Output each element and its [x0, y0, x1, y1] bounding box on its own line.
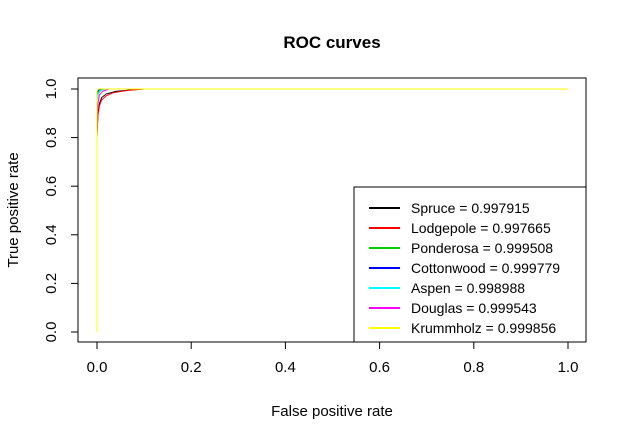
- y-tick-label-3: 0.6: [43, 176, 60, 197]
- legend-label-0: Spruce = 0.997915: [411, 200, 530, 216]
- legend-label-6: Krummholz = 0.999856: [411, 320, 556, 336]
- x-axis: 0.0 0.2 0.4 0.6 0.8 1.0: [87, 341, 579, 376]
- x-tick-label-5: 1.0: [558, 359, 579, 376]
- y-tick-label-4: 0.8: [43, 127, 60, 148]
- x-tick-label-3: 0.6: [369, 359, 390, 376]
- chart-title: ROC curves: [283, 33, 380, 52]
- legend: Spruce = 0.997915 Lodgepole = 0.997665 Pon…: [353, 186, 587, 343]
- y-axis-label: True positive rate: [5, 152, 22, 267]
- legend-label-2: Ponderosa = 0.999508: [411, 240, 553, 256]
- y-tick-label-5: 1.0: [43, 79, 60, 100]
- x-tick-label-1: 0.2: [181, 359, 202, 376]
- x-tick-label-4: 0.8: [463, 359, 484, 376]
- legend-label-1: Lodgepole = 0.997665: [411, 220, 551, 236]
- legend-label-5: Douglas = 0.999543: [411, 300, 537, 316]
- series-line-6: [96, 88, 568, 332]
- x-tick-label-0: 0.0: [87, 359, 108, 376]
- series-layer: [96, 88, 568, 332]
- legend-box: [353, 186, 587, 343]
- y-tick-label-0: 0.0: [43, 322, 60, 343]
- x-axis-label: False positive rate: [271, 403, 393, 420]
- y-axis: 0.0 0.2 0.4 0.6 0.8 1.0: [43, 79, 79, 343]
- x-tick-label-2: 0.4: [275, 359, 296, 376]
- y-tick-label-2: 0.4: [43, 224, 60, 245]
- legend-label-3: Cottonwood = 0.999779: [411, 260, 560, 276]
- legend-label-4: Aspen = 0.998988: [411, 280, 525, 296]
- y-tick-label-1: 0.2: [43, 273, 60, 294]
